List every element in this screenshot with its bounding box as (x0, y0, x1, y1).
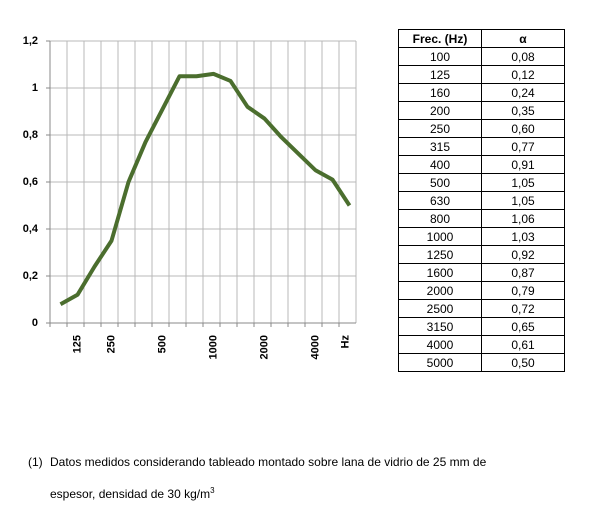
table-cell: 3150 (398, 317, 482, 336)
table-cell: 800 (398, 209, 482, 228)
x-tick-label: 4000 (309, 335, 321, 359)
x-tick-label: 500 (156, 335, 168, 353)
y-tick-label: 0,8 (23, 129, 38, 141)
footnote-marker: (1) (28, 455, 43, 469)
table-cell: 0,65 (481, 317, 565, 336)
table-row: 800 1,06 (398, 209, 565, 228)
table-row: 2000 0,79 (398, 281, 565, 300)
table-row: 3150 0,65 (398, 317, 565, 336)
table-cell: 0,91 (481, 155, 565, 174)
table-row: 500 1,05 (398, 173, 565, 192)
table-row: 1250 0,92 (398, 245, 565, 264)
x-tick-label: 250 (105, 335, 117, 353)
table-row: 5000 0,50 (398, 353, 565, 372)
footnote-line: espesor, densidad de 30 kg/m3 (50, 486, 215, 501)
table-cell: 4000 (398, 335, 482, 354)
data-table: Frec. (Hz) α 100 0,08 125 0,12 160 0,24 200 0,3… (398, 29, 565, 372)
table-cell: 5000 (398, 353, 482, 372)
y-tick-label: 1,2 (23, 35, 38, 47)
table-row: 4000 0,61 (398, 335, 565, 354)
table-cell: 1,05 (481, 173, 565, 192)
header-cell: Frec. (Hz) (398, 29, 482, 48)
table-cell: 0,77 (481, 137, 565, 156)
chart: 0 0,2 0,4 0,6 0,8 1 1,2 125 250 500 1000 2000 4000 Hz (23, 35, 357, 359)
table-cell: 0,60 (481, 119, 565, 138)
table-cell: 1000 (398, 227, 482, 246)
table-cell: 630 (398, 191, 482, 210)
table-cell: 1600 (398, 263, 482, 282)
table-row: 630 1,05 (398, 191, 565, 210)
x-tick-label: 2000 (258, 335, 270, 359)
table-cell: 0,35 (481, 101, 565, 120)
table-cell: 250 (398, 119, 482, 138)
table-row: 125 0,12 (398, 65, 565, 84)
footnote-text: espesor, densidad de 30 kg/m (50, 487, 211, 501)
table-cell: 160 (398, 83, 482, 102)
x-tick-label: 125 (71, 335, 83, 353)
table-cell: 1,05 (481, 191, 565, 210)
header-cell: α (481, 29, 565, 48)
table-cell: 0,24 (481, 83, 565, 102)
table-cell: 2500 (398, 299, 482, 318)
table-cell: 0,08 (481, 47, 565, 66)
table-cell: 0,92 (481, 245, 565, 264)
y-tick-label: 0,2 (23, 270, 38, 282)
table-row: 315 0,77 (398, 137, 565, 156)
table-row: 100 0,08 (398, 47, 565, 66)
table-cell: 0,12 (481, 65, 565, 84)
table-row: 200 0,35 (398, 101, 565, 120)
superscript: 3 (210, 486, 215, 495)
table-cell: 315 (398, 137, 482, 156)
table-row: 2500 0,72 (398, 299, 565, 318)
data-line (59, 71, 352, 306)
table-cell: 200 (398, 101, 482, 120)
table-row: 1600 0,87 (398, 263, 565, 282)
table-row: 160 0,24 (398, 83, 565, 102)
table-header: Frec. (Hz) α (398, 29, 565, 48)
table-cell: 500 (398, 173, 482, 192)
y-tick-label: 0,6 (23, 176, 38, 188)
table-cell: 1,06 (481, 209, 565, 228)
footnote-line: Datos medidos considerando tableado mont… (50, 455, 487, 469)
table-cell: 0,50 (481, 353, 565, 372)
table-cell: 125 (398, 65, 482, 84)
x-axis-label: Hz (339, 335, 351, 349)
table-cell: 2000 (398, 281, 482, 300)
y-tick-label: 0 (32, 317, 38, 329)
table-row: 400 0,91 (398, 155, 565, 174)
table-row: 1000 1,03 (398, 227, 565, 246)
table-cell: 1,03 (481, 227, 565, 246)
x-tick-label: 1000 (207, 335, 219, 359)
table-cell: 1250 (398, 245, 482, 264)
table-cell: 100 (398, 47, 482, 66)
table-cell: 0,61 (481, 335, 565, 354)
table-row: 250 0,60 (398, 119, 565, 138)
y-tick-label: 0,4 (23, 223, 39, 235)
table-cell: 0,87 (481, 263, 565, 282)
table-cell: 0,79 (481, 281, 565, 300)
y-tick-label: 1 (32, 82, 38, 94)
table-cell: 400 (398, 155, 482, 174)
table-cell: 0,72 (481, 299, 565, 318)
